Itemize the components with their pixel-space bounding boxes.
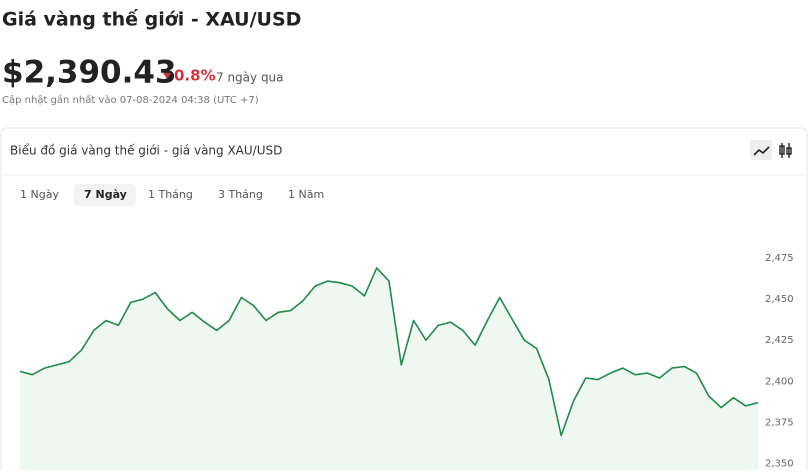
- y-tick-label: 2,475: [765, 253, 794, 264]
- line-icon: [753, 146, 770, 156]
- area: [20, 267, 758, 470]
- range-tab[interactable]: 7 Ngày: [84, 188, 127, 201]
- chart-card: [0, 127, 808, 474]
- range-tab[interactable]: 1 Năm: [288, 188, 324, 201]
- y-tick-label: 2,425: [765, 335, 794, 346]
- price: $2,390.43: [2, 55, 177, 91]
- y-tick-label: 2,375: [765, 417, 794, 428]
- candle-view-button[interactable]: [779, 143, 792, 158]
- y-tick-label: 2,400: [765, 376, 794, 387]
- change: 0.8%: [174, 67, 216, 85]
- period: 7 ngày qua: [216, 71, 284, 85]
- line-view-button[interactable]: [750, 140, 772, 160]
- down-arrow: [163, 73, 171, 79]
- page-title: Giá vàng thế giới - XAU/USD: [2, 8, 301, 31]
- card-title: Biểu đồ giá vàng thế giới - giá vàng XAU…: [10, 144, 282, 158]
- range-tab[interactable]: 1 Tháng: [148, 188, 193, 201]
- range-tab[interactable]: 1 Ngày: [20, 188, 59, 201]
- updated: Cập nhật gần nhất vào 07-08-2024 04:38 (…: [2, 94, 259, 106]
- price-line: [19, 267, 759, 437]
- active-tab-bg: [74, 184, 136, 206]
- range-tab[interactable]: 3 Tháng: [218, 188, 263, 201]
- y-tick-label: 2,350: [765, 458, 794, 469]
- y-tick-label: 2,450: [765, 294, 794, 305]
